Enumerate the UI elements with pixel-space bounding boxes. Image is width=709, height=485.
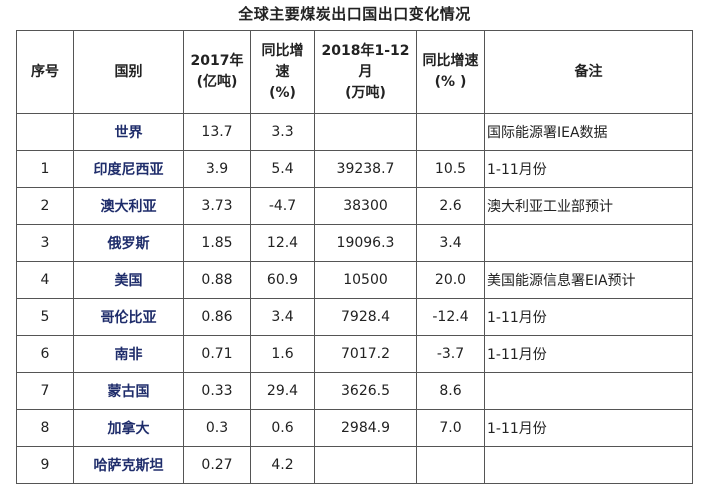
- table-row: 4 美国 0.88 60.9 10500 20.0 美国能源信息署EIA预计: [16, 261, 693, 299]
- table-row: 9 哈萨克斯坦 0.27 4.2: [16, 446, 693, 484]
- cell-yoy-2017: 1.6: [250, 335, 315, 373]
- table-row: 1 印度尼西亚 3.9 5.4 39238.7 10.5 1-11月份: [16, 150, 693, 188]
- cell-2017: 0.86: [183, 298, 251, 336]
- cell-2018: 2984.9: [314, 409, 417, 447]
- header-2018: 2018年1-12 月 (万吨): [314, 30, 417, 114]
- table-row: 3 俄罗斯 1.85 12.4 19096.3 3.4: [16, 224, 693, 262]
- cell-country: 美国: [73, 261, 184, 299]
- cell-2018: 38300: [314, 187, 417, 225]
- table-row: 5 哥伦比亚 0.86 3.4 7928.4 -12.4 1-11月份: [16, 298, 693, 336]
- cell-note: 1-11月份: [484, 150, 693, 188]
- cell-country: 哈萨克斯坦: [73, 446, 184, 484]
- cell-seq: 8: [16, 409, 74, 447]
- coal-export-table: 序号 国别 2017年 (亿吨) 同比增 速 (%) 2018年1-12 月 (…: [16, 30, 693, 484]
- cell-note: 1-11月份: [484, 335, 693, 373]
- cell-yoy-2018: 8.6: [416, 372, 485, 410]
- cell-yoy-2018: 7.0: [416, 409, 485, 447]
- cell-yoy-2018: 2.6: [416, 187, 485, 225]
- cell-yoy-2017: 60.9: [250, 261, 315, 299]
- header-note: 备注: [484, 30, 693, 114]
- cell-country: 澳大利亚: [73, 187, 184, 225]
- header-yoy-2017: 同比增 速 (%): [250, 30, 315, 114]
- header-yoy-2018: 同比增速 (% ): [416, 30, 485, 114]
- cell-2018: 10500: [314, 261, 417, 299]
- cell-country: 世界: [73, 113, 184, 151]
- cell-2017: 13.7: [183, 113, 251, 151]
- cell-yoy-2017: 3.4: [250, 298, 315, 336]
- cell-yoy-2018: -12.4: [416, 298, 485, 336]
- cell-seq: [16, 113, 74, 151]
- cell-note: 美国能源信息署EIA预计: [484, 261, 693, 299]
- cell-seq: 2: [16, 187, 74, 225]
- cell-yoy-2017: 12.4: [250, 224, 315, 262]
- cell-2018: 3626.5: [314, 372, 417, 410]
- cell-seq: 4: [16, 261, 74, 299]
- cell-2018: 39238.7: [314, 150, 417, 188]
- cell-2018: 19096.3: [314, 224, 417, 262]
- cell-yoy-2018: [416, 113, 485, 151]
- table-row: 世界 13.7 3.3 国际能源署IEA数据: [16, 113, 693, 151]
- header-2017: 2017年 (亿吨): [183, 30, 251, 114]
- cell-country: 蒙古国: [73, 372, 184, 410]
- cell-country: 哥伦比亚: [73, 298, 184, 336]
- cell-yoy-2018: -3.7: [416, 335, 485, 373]
- cell-yoy-2017: 0.6: [250, 409, 315, 447]
- cell-2017: 0.88: [183, 261, 251, 299]
- cell-yoy-2017: 4.2: [250, 446, 315, 484]
- cell-yoy-2017: 5.4: [250, 150, 315, 188]
- cell-2018: [314, 113, 417, 151]
- cell-seq: 5: [16, 298, 74, 336]
- cell-yoy-2018: 20.0: [416, 261, 485, 299]
- cell-country: 南非: [73, 335, 184, 373]
- table-row: 7 蒙古国 0.33 29.4 3626.5 8.6: [16, 372, 693, 410]
- cell-seq: 1: [16, 150, 74, 188]
- header-country: 国别: [73, 30, 184, 114]
- cell-country: 加拿大: [73, 409, 184, 447]
- cell-seq: 7: [16, 372, 74, 410]
- table-row: 8 加拿大 0.3 0.6 2984.9 7.0 1-11月份: [16, 409, 693, 447]
- cell-note: 澳大利亚工业部预计: [484, 187, 693, 225]
- cell-note: [484, 446, 693, 484]
- cell-yoy-2017: 3.3: [250, 113, 315, 151]
- cell-yoy-2017: 29.4: [250, 372, 315, 410]
- header-row: 序号 国别 2017年 (亿吨) 同比增 速 (%) 2018年1-12 月 (…: [16, 30, 693, 114]
- cell-country: 俄罗斯: [73, 224, 184, 262]
- cell-2018: [314, 446, 417, 484]
- table-title: 全球主要煤炭出口国出口变化情况: [238, 5, 471, 23]
- cell-yoy-2018: 3.4: [416, 224, 485, 262]
- table-row: 6 南非 0.71 1.6 7017.2 -3.7 1-11月份: [16, 335, 693, 373]
- cell-2017: 3.9: [183, 150, 251, 188]
- header-seq: 序号: [16, 30, 74, 114]
- cell-note: 1-11月份: [484, 409, 693, 447]
- cell-2017: 0.33: [183, 372, 251, 410]
- cell-yoy-2018: [416, 446, 485, 484]
- cell-note: [484, 372, 693, 410]
- cell-note: 国际能源署IEA数据: [484, 113, 693, 151]
- cell-2018: 7928.4: [314, 298, 417, 336]
- cell-2017: 0.3: [183, 409, 251, 447]
- cell-2018: 7017.2: [314, 335, 417, 373]
- cell-note: [484, 224, 693, 262]
- cell-seq: 6: [16, 335, 74, 373]
- cell-2017: 3.73: [183, 187, 251, 225]
- cell-seq: 3: [16, 224, 74, 262]
- cell-yoy-2017: -4.7: [250, 187, 315, 225]
- cell-2017: 0.27: [183, 446, 251, 484]
- cell-2017: 1.85: [183, 224, 251, 262]
- cell-yoy-2018: 10.5: [416, 150, 485, 188]
- cell-country: 印度尼西亚: [73, 150, 184, 188]
- cell-note: 1-11月份: [484, 298, 693, 336]
- cell-2017: 0.71: [183, 335, 251, 373]
- cell-seq: 9: [16, 446, 74, 484]
- table-row: 2 澳大利亚 3.73 -4.7 38300 2.6 澳大利亚工业部预计: [16, 187, 693, 225]
